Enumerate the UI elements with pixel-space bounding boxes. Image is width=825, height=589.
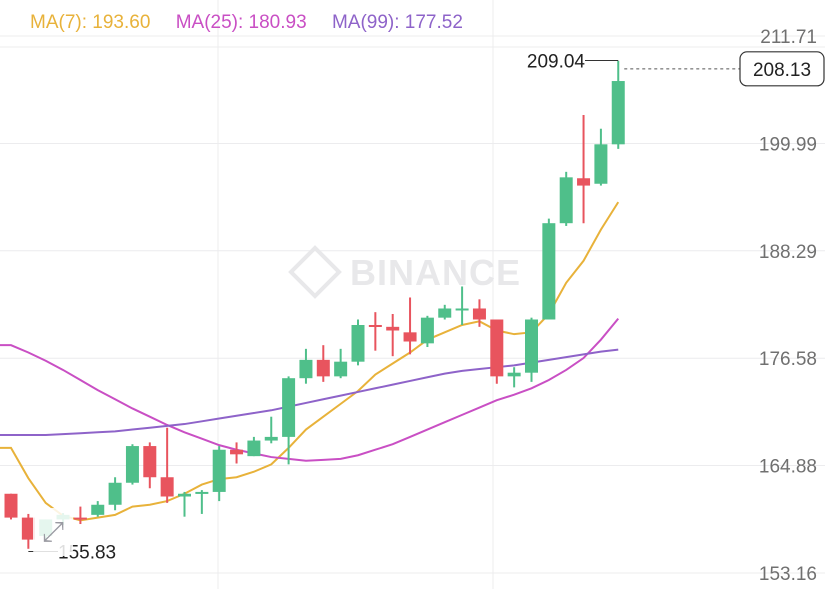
candle-body — [594, 144, 608, 184]
candle-body — [611, 81, 625, 145]
candle-body — [212, 449, 226, 492]
candle-body — [577, 178, 591, 186]
candle-body — [108, 482, 122, 505]
candle-body — [125, 446, 139, 483]
candle-body — [91, 504, 105, 515]
candle-body — [420, 317, 434, 344]
candle-body — [282, 378, 296, 437]
candle-body — [438, 308, 452, 318]
y-tick-label-4: 164.88 — [759, 457, 817, 478]
candle-body — [542, 223, 556, 320]
candle-body — [386, 326, 400, 331]
candle-body — [507, 372, 521, 377]
ma-line-ma7 — [0, 201, 620, 522]
candle-body — [316, 359, 330, 377]
legend-ma25: MA(25): 180.93 — [175, 12, 307, 33]
last-price-label: 208.13 — [753, 60, 811, 81]
expand-icon: ⤢ — [41, 516, 65, 547]
candle-body — [525, 319, 538, 373]
y-tick-label-3: 176.58 — [759, 349, 817, 370]
y-tick-label-0: 211.71 — [760, 27, 817, 48]
legend-ma99: MA(99): 177.52 — [331, 12, 463, 33]
candle-body — [403, 332, 417, 342]
y-tick-label-1: 199.99 — [759, 134, 817, 155]
binance-watermark: BINANCE — [288, 245, 521, 300]
candle-body — [21, 517, 35, 540]
candle-body — [160, 477, 174, 497]
candle-body — [143, 446, 157, 478]
last-price-box — [739, 51, 825, 87]
candle-body — [351, 324, 365, 362]
candles — [4, 60, 625, 549]
candle-body — [195, 491, 209, 494]
legend-ma7: MA(7): 193.60 — [30, 12, 151, 33]
y-tick-label-5: 153.16 — [759, 564, 817, 585]
ma-line-ma99 — [0, 348, 619, 437]
candle-body — [472, 308, 486, 320]
candle-body — [368, 324, 382, 327]
binance-logo-icon — [288, 245, 342, 300]
candle-body — [178, 493, 191, 497]
y-axis: 211.71 199.99 188.29 176.58 164.88 153.16 — [759, 27, 817, 585]
candle-body — [264, 436, 278, 441]
candle-body — [559, 177, 573, 224]
candle-body — [4, 493, 18, 518]
candle-body — [334, 361, 348, 377]
candle-body — [230, 449, 244, 455]
candle-body — [299, 359, 313, 379]
moving-average-lines — [0, 201, 620, 522]
candle-body — [73, 517, 87, 520]
candle-body — [455, 308, 469, 311]
high-marker-label: 209.04 — [527, 51, 586, 72]
ma-line-ma25 — [0, 317, 620, 462]
ma-legend: MA(7): 193.60 MA(25): 180.93 MA(99): 177… — [30, 12, 483, 34]
y-tick-label-2: 188.29 — [759, 242, 817, 263]
candle-body — [247, 440, 261, 457]
expand-button[interactable]: ⤢ — [33, 508, 73, 556]
candle-body — [490, 319, 504, 377]
